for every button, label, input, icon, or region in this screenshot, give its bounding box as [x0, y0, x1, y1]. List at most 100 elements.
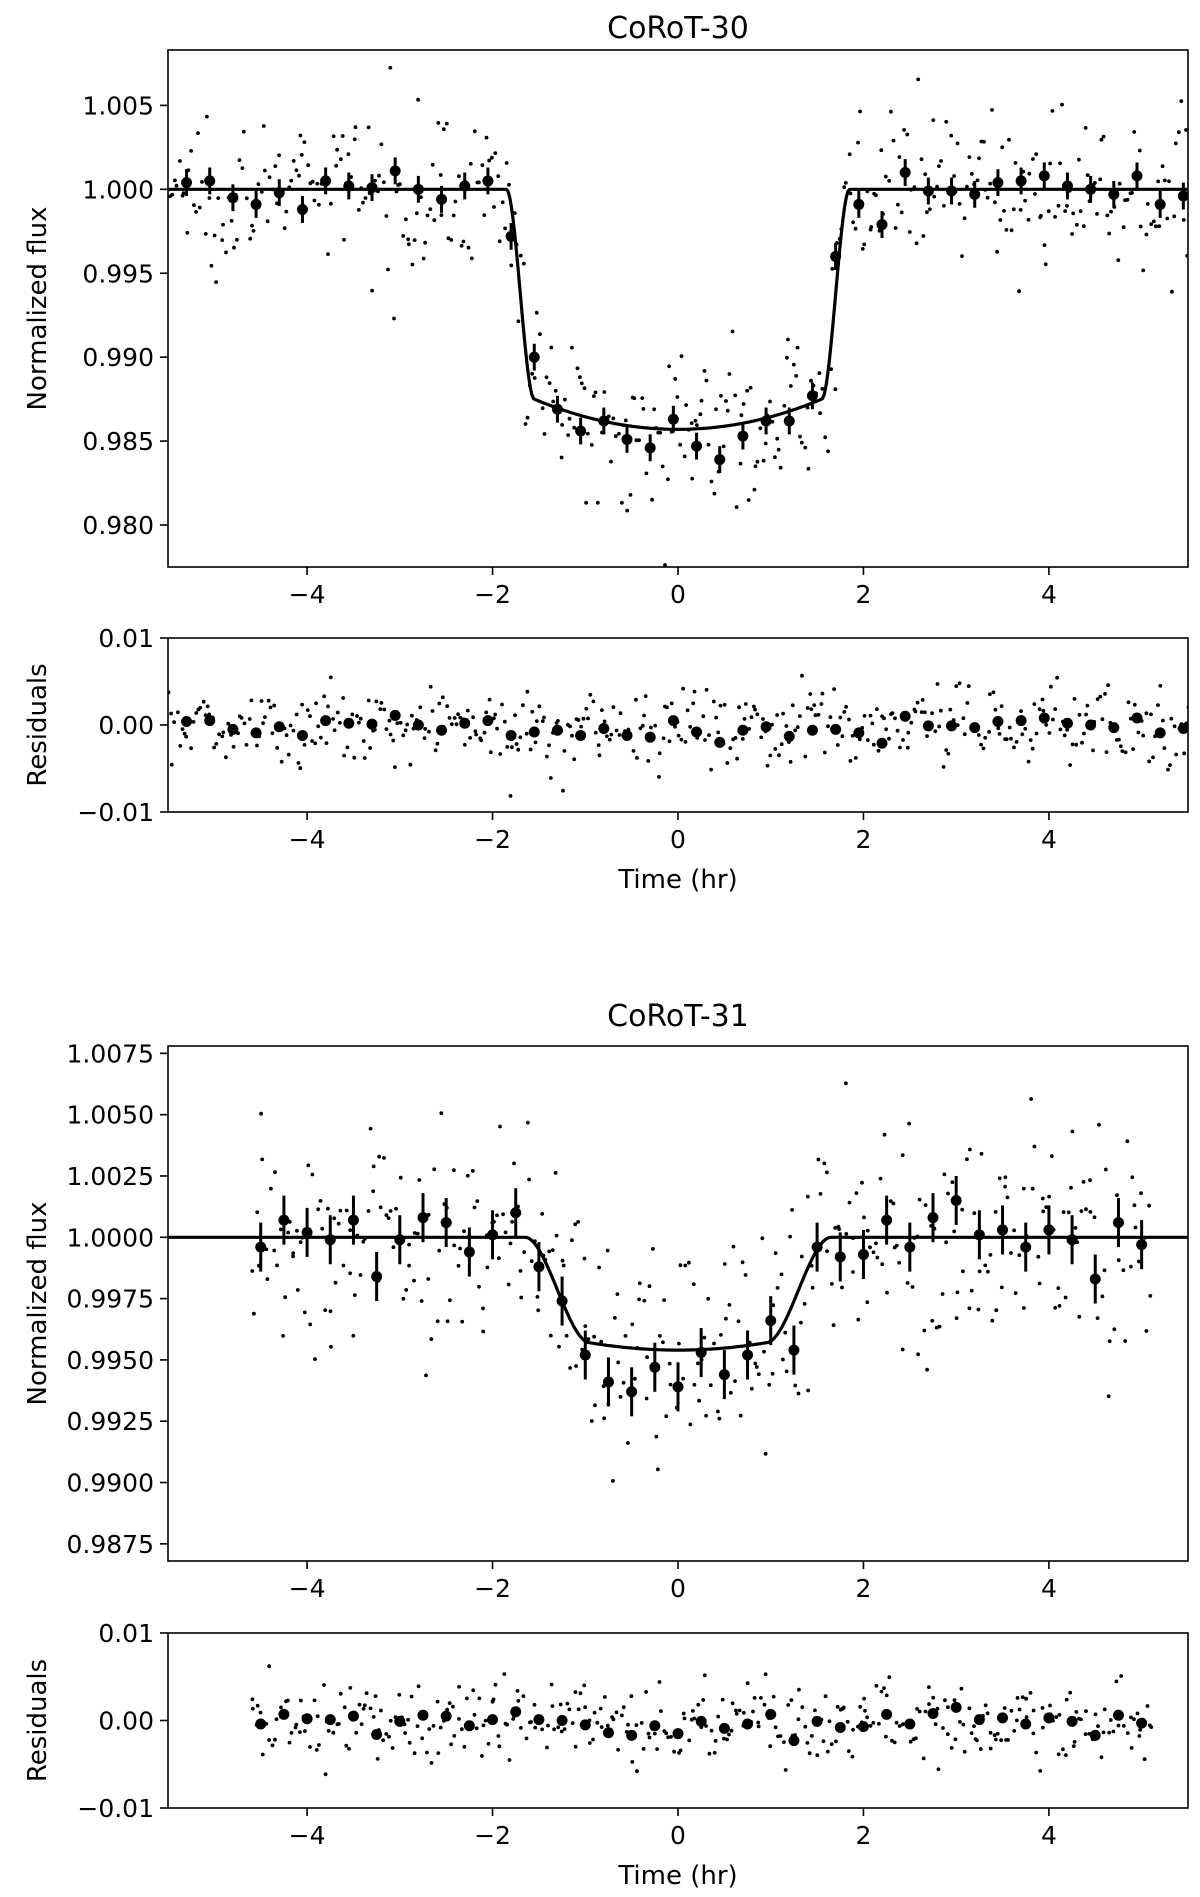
raw-point: [734, 1708, 738, 1713]
raw-point: [572, 425, 577, 430]
raw-point: [249, 698, 254, 703]
binned-point: [487, 1714, 499, 1726]
raw-point: [371, 1189, 376, 1194]
raw-point: [347, 1746, 351, 1751]
raw-point: [1038, 1769, 1043, 1773]
raw-point: [716, 1714, 721, 1719]
raw-point: [829, 1742, 834, 1746]
raw-point: [837, 1227, 841, 1231]
raw-point: [745, 1681, 750, 1686]
raw-point: [1053, 1305, 1058, 1310]
raw-point: [567, 416, 572, 421]
raw-point: [384, 1213, 389, 1217]
raw-point: [876, 748, 881, 753]
raw-point: [722, 1262, 727, 1266]
raw-point: [967, 1706, 972, 1711]
raw-point: [1026, 759, 1031, 764]
raw-point: [827, 1719, 832, 1724]
raw-point: [451, 213, 456, 218]
raw-point: [719, 393, 723, 398]
raw-point: [1077, 712, 1082, 717]
raw-point: [374, 699, 379, 704]
raw-point: [762, 1702, 767, 1707]
raw-point: [522, 261, 526, 266]
raw-point: [462, 742, 467, 747]
raw-point: [702, 369, 707, 373]
binned-point: [417, 1212, 429, 1224]
binned-point: [366, 718, 378, 730]
raw-point: [605, 1723, 610, 1728]
raw-point: [687, 1738, 692, 1743]
raw-point: [906, 730, 911, 735]
raw-point: [1074, 742, 1079, 747]
raw-point: [255, 1703, 260, 1708]
raw-point: [830, 1282, 834, 1286]
raw-point: [449, 722, 454, 727]
binned-point: [575, 425, 587, 437]
raw-point: [530, 371, 535, 376]
raw-point: [977, 156, 981, 161]
corot30-residuals-data: [168, 673, 1188, 798]
raw-point: [641, 407, 646, 411]
raw-point: [635, 1769, 639, 1774]
raw-point: [209, 263, 214, 268]
raw-point: [713, 1739, 718, 1743]
raw-point: [883, 174, 888, 179]
raw-point: [848, 191, 853, 196]
binned-point: [1089, 1729, 1101, 1741]
raw-point: [589, 443, 594, 447]
raw-point: [652, 407, 657, 412]
raw-point: [1012, 745, 1016, 750]
raw-point: [722, 1736, 726, 1741]
raw-point: [1141, 268, 1146, 273]
raw-point: [1064, 1697, 1069, 1702]
raw-point: [540, 406, 545, 411]
raw-point: [773, 747, 778, 751]
raw-point: [361, 739, 366, 743]
raw-point: [412, 238, 417, 243]
raw-point: [666, 1735, 670, 1740]
raw-point: [252, 1311, 256, 1316]
raw-point: [796, 1391, 801, 1396]
raw-point: [419, 195, 423, 200]
raw-point: [1072, 1740, 1077, 1744]
raw-point: [393, 765, 397, 769]
raw-point: [1063, 1295, 1068, 1300]
raw-point: [284, 209, 289, 214]
raw-point: [565, 1701, 570, 1706]
raw-point: [510, 1219, 514, 1224]
raw-point: [497, 1744, 502, 1749]
raw-point: [983, 735, 988, 740]
raw-point: [1111, 1729, 1116, 1734]
binned-point: [510, 1207, 522, 1219]
raw-point: [1123, 750, 1128, 755]
raw-point: [258, 1710, 263, 1715]
raw-point: [712, 1341, 716, 1346]
binned-point: [602, 1727, 614, 1739]
raw-point: [957, 202, 962, 206]
raw-point: [962, 732, 967, 737]
raw-point: [415, 1724, 420, 1728]
raw-point: [756, 1372, 761, 1377]
raw-point: [630, 1322, 635, 1327]
raw-point: [427, 1727, 432, 1731]
raw-point: [196, 131, 200, 136]
raw-point: [739, 413, 744, 418]
raw-point: [329, 201, 333, 206]
raw-point: [313, 1357, 317, 1361]
raw-point: [630, 1760, 635, 1764]
raw-point: [572, 757, 577, 762]
raw-point: [445, 1707, 449, 1712]
raw-point: [893, 226, 898, 230]
raw-point: [348, 1686, 353, 1690]
binned-point: [1038, 712, 1050, 724]
raw-point: [457, 1684, 461, 1689]
raw-point: [813, 713, 818, 718]
raw-point: [602, 1695, 607, 1699]
raw-point: [927, 1702, 931, 1706]
raw-point: [897, 155, 902, 159]
raw-point: [379, 1708, 383, 1713]
raw-point: [623, 1334, 628, 1338]
raw-point: [609, 459, 613, 464]
raw-point: [1024, 1696, 1028, 1701]
